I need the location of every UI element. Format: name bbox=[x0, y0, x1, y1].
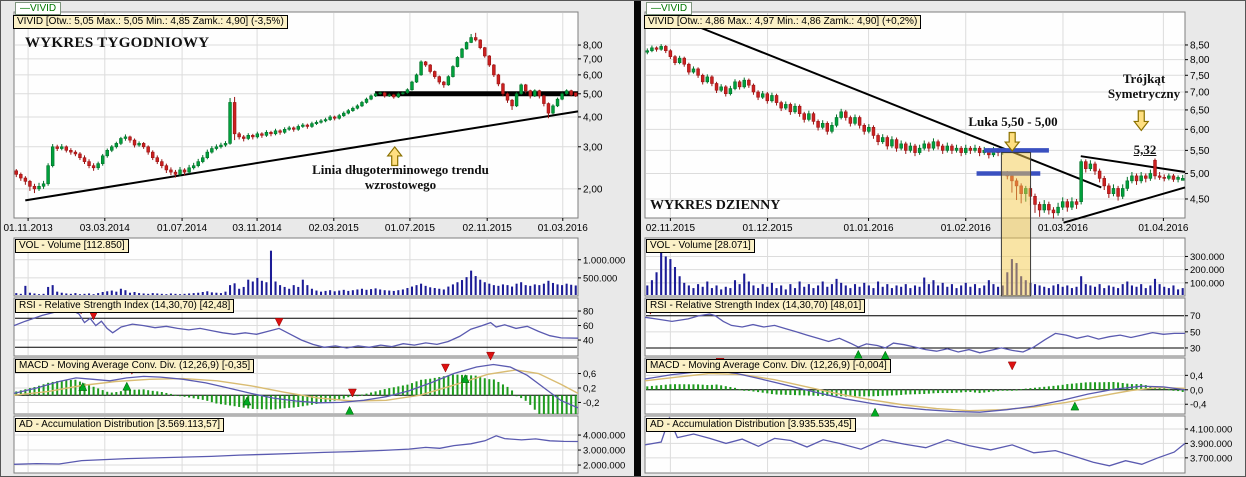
svg-text:3.900.000: 3.900.000 bbox=[1190, 439, 1232, 450]
price-level-annotation: 5,32 bbox=[1133, 142, 1157, 157]
triangle-annotation: Trójkąt Symetryczny bbox=[1100, 71, 1188, 101]
ohlc-info-weekly: VIVID [Otw.: 5,05 Max.: 5,05 Min.: 4,85 … bbox=[13, 15, 288, 29]
svg-text:80: 80 bbox=[583, 307, 594, 318]
svg-text:4.100.000: 4.100.000 bbox=[1190, 424, 1232, 435]
svg-text:70: 70 bbox=[1190, 311, 1201, 322]
vol-label-daily[interactable]: VOL - Volume [28.071] bbox=[646, 239, 755, 253]
svg-text:2.000.000: 2.000.000 bbox=[583, 461, 625, 472]
ohlc-info-daily: VIVID [Otw.: 4,86 Max.: 4,97 Min.: 4,86 … bbox=[644, 15, 922, 29]
svg-text:500.000: 500.000 bbox=[583, 273, 617, 284]
chart-title-weekly: WYKRES TYGODNIOWY bbox=[25, 35, 210, 51]
trendline-annotation-line1: Linia długoterminowego trendu bbox=[312, 162, 489, 177]
svg-text:02.11.2015: 02.11.2015 bbox=[463, 223, 513, 234]
svg-text:7,00: 7,00 bbox=[1190, 87, 1210, 98]
svg-text:01.12.2015: 01.12.2015 bbox=[743, 223, 793, 234]
macd-label-weekly[interactable]: MACD - Moving Average Conv. Div. (12,26,… bbox=[15, 359, 255, 373]
ad-label-daily[interactable]: AD - Accumulation Distribution [3.935.53… bbox=[646, 418, 856, 432]
svg-text:01.07.2014: 01.07.2014 bbox=[157, 223, 207, 234]
svg-text:01.03.2016: 01.03.2016 bbox=[1038, 223, 1088, 234]
svg-text:01.07.2015: 01.07.2015 bbox=[385, 223, 435, 234]
svg-text:300.000: 300.000 bbox=[1190, 252, 1224, 263]
svg-text:01.02.2016: 01.02.2016 bbox=[941, 223, 991, 234]
svg-text:40: 40 bbox=[583, 336, 594, 347]
svg-text:01.03.2016: 01.03.2016 bbox=[538, 223, 588, 234]
svg-text:3.700.000: 3.700.000 bbox=[1190, 453, 1232, 464]
svg-text:8,00: 8,00 bbox=[1190, 55, 1210, 66]
svg-text:3,00: 3,00 bbox=[583, 142, 603, 153]
svg-text:03.03.2014: 03.03.2014 bbox=[80, 223, 130, 234]
svg-text:0,4: 0,4 bbox=[1190, 371, 1203, 382]
svg-text:-0,4: -0,4 bbox=[1190, 400, 1206, 411]
triangle-annotation-line2: Symetryczny bbox=[1107, 86, 1181, 101]
svg-text:5,00: 5,00 bbox=[583, 89, 603, 100]
vol-label-weekly[interactable]: VOL - Volume [112.850] bbox=[15, 239, 129, 253]
legend-daily[interactable]: —VIVID bbox=[646, 2, 693, 15]
svg-text:30: 30 bbox=[1190, 343, 1201, 354]
svg-text:0,6: 0,6 bbox=[583, 369, 596, 380]
svg-text:03.11.2014: 03.11.2014 bbox=[232, 223, 282, 234]
svg-text:5,00: 5,00 bbox=[1190, 169, 1210, 180]
svg-text:50: 50 bbox=[1190, 327, 1201, 338]
svg-text:2,00: 2,00 bbox=[583, 184, 603, 195]
svg-text:5,50: 5,50 bbox=[1190, 146, 1210, 157]
svg-text:0,0: 0,0 bbox=[1190, 385, 1203, 396]
macd-label-daily[interactable]: MACD - Moving Average Conv. Div. (12,26,… bbox=[646, 359, 891, 373]
chart-title-daily: WYKRES DZIENNY bbox=[650, 198, 781, 213]
svg-text:01.04.2016: 01.04.2016 bbox=[1138, 223, 1188, 234]
svg-text:7,50: 7,50 bbox=[1190, 71, 1210, 82]
triangle-annotation-line1: Trójkąt bbox=[1122, 71, 1166, 86]
svg-text:1.000.000: 1.000.000 bbox=[583, 255, 625, 266]
svg-text:7,00: 7,00 bbox=[583, 54, 603, 65]
gap-annotation: Luka 5,50 - 5,00 bbox=[968, 114, 1058, 129]
svg-text:3.000.000: 3.000.000 bbox=[583, 446, 625, 457]
svg-text:02.11.2015: 02.11.2015 bbox=[646, 223, 696, 234]
svg-text:60: 60 bbox=[583, 321, 594, 332]
svg-text:4,00: 4,00 bbox=[583, 112, 603, 123]
rsi-label-daily[interactable]: RSI - Relative Strength Index (14,30,70)… bbox=[646, 299, 866, 313]
svg-text:0,2: 0,2 bbox=[583, 383, 596, 394]
trendline-annotation-line2: wzrostowego bbox=[364, 177, 437, 192]
svg-text:4.000.000: 4.000.000 bbox=[583, 431, 625, 442]
rsi-label-weekly[interactable]: RSI - Relative Strength Index (14,30,70)… bbox=[15, 299, 235, 313]
svg-text:6,00: 6,00 bbox=[583, 70, 603, 81]
svg-text:200.000: 200.000 bbox=[1190, 265, 1224, 276]
svg-text:01.01.2016: 01.01.2016 bbox=[844, 223, 894, 234]
svg-text:8,50: 8,50 bbox=[1190, 40, 1210, 51]
ad-label-weekly[interactable]: AD - Accumulation Distribution [3.569.11… bbox=[15, 418, 225, 432]
svg-text:6,50: 6,50 bbox=[1190, 105, 1210, 116]
svg-text:02.03.2015: 02.03.2015 bbox=[309, 223, 359, 234]
svg-text:01.11.2013: 01.11.2013 bbox=[3, 223, 53, 234]
panel-divider bbox=[634, 0, 641, 477]
svg-text:4,50: 4,50 bbox=[1190, 194, 1210, 205]
svg-text:100.000: 100.000 bbox=[1190, 278, 1224, 289]
svg-text:-0,2: -0,2 bbox=[583, 398, 599, 409]
svg-text:8,00: 8,00 bbox=[583, 41, 603, 52]
legend-weekly[interactable]: —VIVID bbox=[15, 2, 62, 15]
svg-text:6,00: 6,00 bbox=[1190, 125, 1210, 136]
trendline-annotation: Linia długoterminowego trendu wzrostoweg… bbox=[283, 162, 518, 192]
